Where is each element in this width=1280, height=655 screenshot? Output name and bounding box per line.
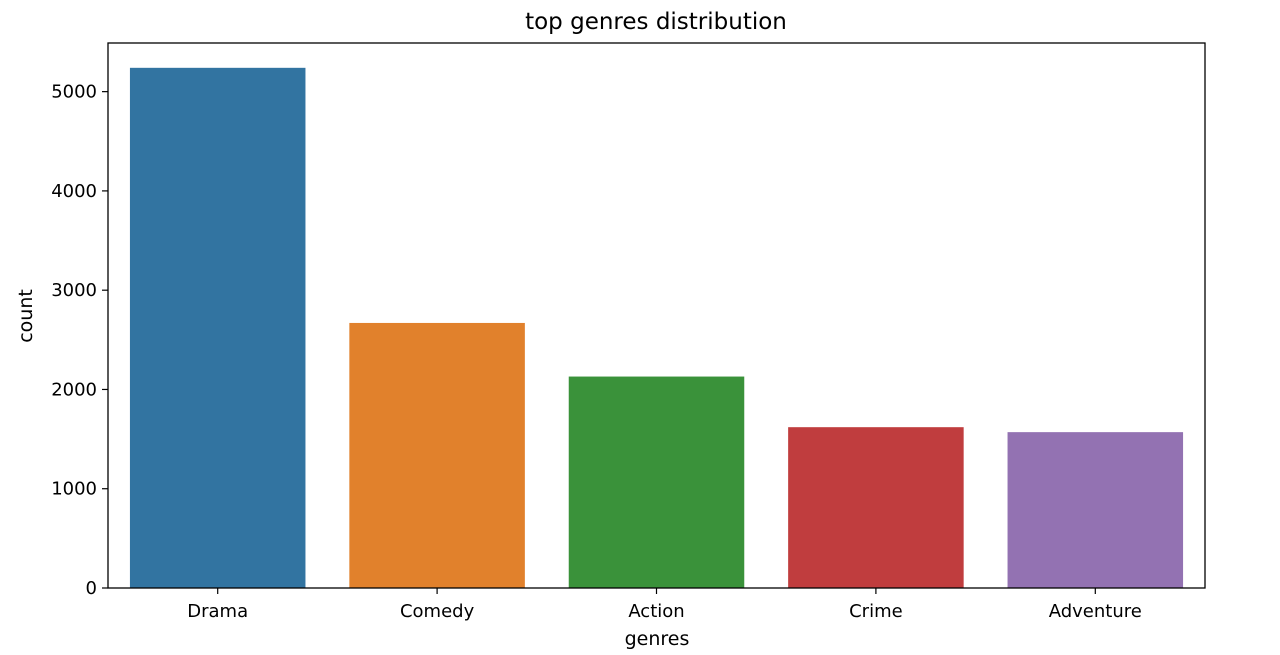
y-axis-label: count — [15, 289, 37, 343]
bar-action — [568, 376, 745, 588]
x-tick-label: Action — [628, 601, 684, 622]
bar-adventure — [1007, 432, 1184, 588]
bar-comedy — [349, 322, 525, 588]
y-tick-label: 2000 — [51, 379, 97, 400]
y-tick-label: 5000 — [51, 82, 97, 103]
y-tick-label: 1000 — [51, 479, 97, 500]
x-tick-label: Drama — [187, 601, 248, 622]
y-tick-label: 4000 — [51, 181, 97, 202]
x-tick-label: Adventure — [1049, 601, 1142, 622]
y-axis-ticks: 0 1000 2000 3000 4000 5000 — [51, 82, 108, 599]
x-axis-ticks: Drama Comedy Action Crime Adventure — [187, 588, 1142, 622]
bars-group — [129, 67, 1184, 588]
x-tick-label: Comedy — [400, 601, 475, 622]
x-tick-label: Crime — [849, 601, 903, 622]
y-tick-label: 0 — [86, 578, 97, 599]
bar-crime — [788, 427, 964, 588]
plot-frame — [107, 42, 1206, 589]
y-tick-label: 3000 — [51, 280, 97, 301]
x-axis-label: genres — [625, 628, 690, 650]
chart-title: top genres distribution — [525, 9, 787, 35]
bar-drama — [129, 67, 306, 588]
